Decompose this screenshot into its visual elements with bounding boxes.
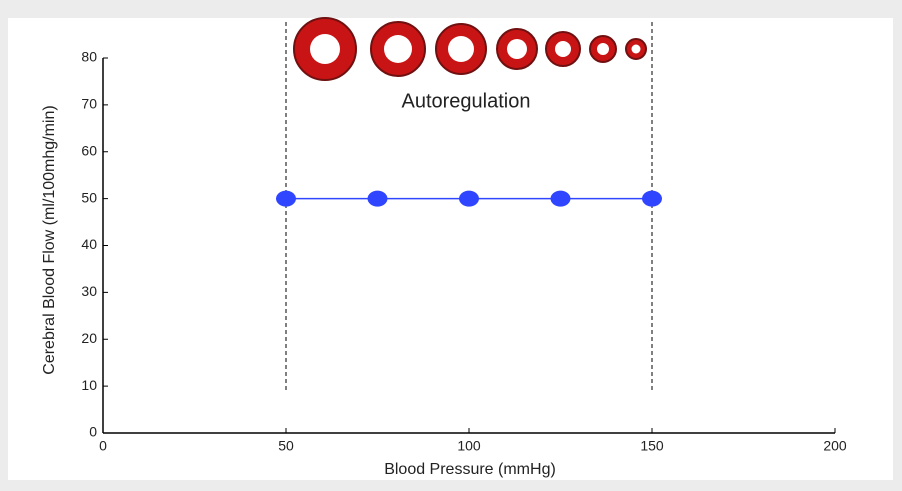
x-tick-label: 0 (99, 438, 107, 454)
vessel-lumen (310, 34, 340, 64)
slide-area (8, 18, 893, 480)
vessel-lumen (448, 36, 474, 62)
x-tick-label: 50 (278, 438, 294, 454)
y-tick-label: 40 (81, 236, 97, 252)
x-tick-label: 200 (823, 438, 847, 454)
vessel-lumen (555, 41, 571, 57)
y-tick-label: 50 (81, 189, 97, 205)
y-tick-label: 70 (81, 96, 97, 112)
vessel-icons (293, 17, 647, 81)
y-axis-title: Cerebral Blood Flow (ml/100mhg/min) (41, 105, 58, 374)
x-tick-label: 150 (640, 438, 664, 454)
y-tick-label: 80 (81, 49, 97, 65)
vessel-lumen (507, 39, 527, 59)
x-tick-label: 100 (457, 438, 481, 454)
data-point (642, 190, 662, 207)
data-point (459, 190, 479, 207)
data-point (367, 190, 388, 207)
y-tick-label: 30 (81, 283, 97, 299)
data-point (276, 190, 296, 207)
y-tick-label: 10 (81, 377, 97, 393)
vessel-lumen (631, 44, 641, 54)
y-tick-label: 60 (81, 142, 97, 158)
x-axis-title: Blood Pressure (mmHg) (384, 461, 556, 478)
data-point (550, 190, 571, 207)
y-tick-label: 20 (81, 330, 97, 346)
vessel-lumen (597, 43, 609, 55)
vessel-lumen (384, 35, 412, 63)
annotation: Autoregulation (402, 90, 531, 112)
y-tick-label: 0 (89, 424, 97, 440)
